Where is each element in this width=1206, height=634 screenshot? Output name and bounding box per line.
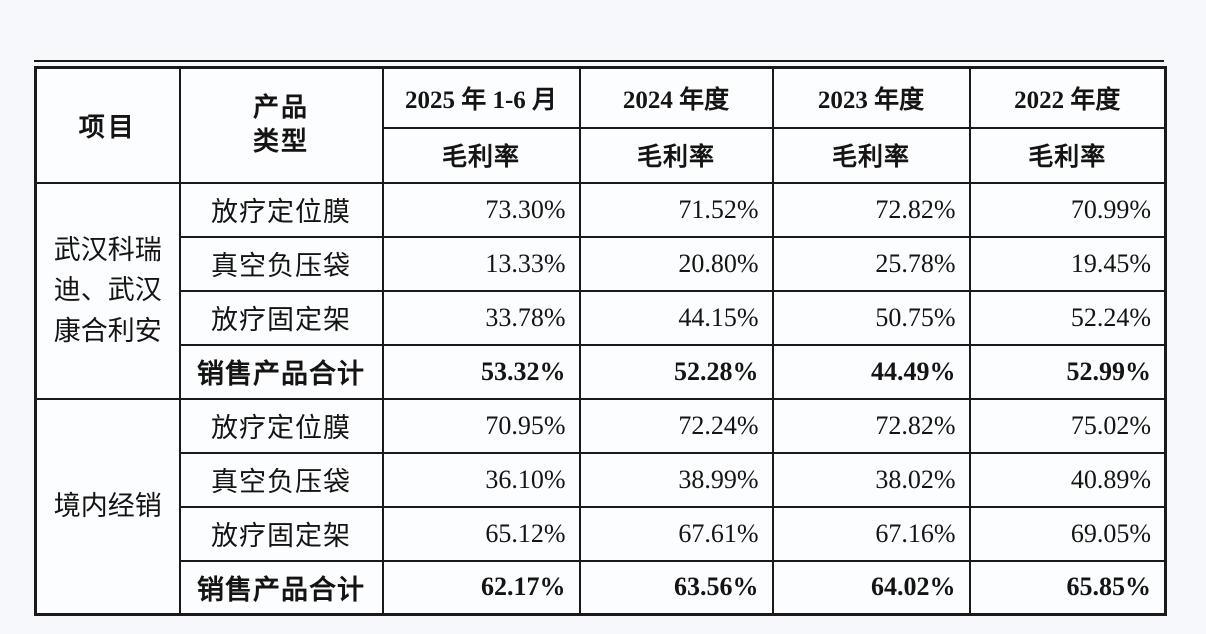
product-cell: 销售产品合计 <box>178 343 384 400</box>
value-cell: 20.80% <box>578 235 774 292</box>
value-cell: 75.02% <box>968 397 1167 454</box>
value-cell: 38.02% <box>771 451 971 508</box>
value-cell: 53.32% <box>381 343 581 400</box>
table-row: 真空负压袋 13.33% 20.80% 25.78% 19.45% <box>36 235 1167 292</box>
table-row-total: 销售产品合计 53.32% 52.28% 44.49% 52.99% <box>36 343 1167 400</box>
table-row: 真空负压袋 36.10% 38.99% 38.02% 40.89% <box>36 451 1167 508</box>
header-row-periods: 项目 产品 类型 2025 年 1-6 月 2024 年度 2023 年度 20… <box>34 66 1167 184</box>
table-row-total: 销售产品合计 62.17% 63.56% 64.02% 65.85% <box>36 559 1167 616</box>
gross-margin-table: 项目 产品 类型 2025 年 1-6 月 2024 年度 2023 年度 20… <box>34 66 1167 616</box>
value-cell: 70.99% <box>968 181 1167 238</box>
value-cell: 73.30% <box>381 181 581 238</box>
value-cell: 19.45% <box>968 235 1167 292</box>
value-cell: 63.56% <box>578 559 774 616</box>
header-period-2022: 2022 年度 <box>968 66 1167 129</box>
value-cell: 72.82% <box>771 397 971 454</box>
value-cell: 69.05% <box>968 505 1167 562</box>
table-anchor: 项目 产品 类型 2025 年 1-6 月 2024 年度 2023 年度 20… <box>34 60 1167 616</box>
header-product-type-line2: 类型 <box>252 127 309 157</box>
product-cell: 放疗定位膜 <box>178 181 384 238</box>
product-cell: 真空负压袋 <box>178 451 384 508</box>
table-row: 放疗固定架 65.12% 67.61% 67.16% 69.05% <box>36 505 1167 562</box>
value-cell: 72.82% <box>771 181 971 238</box>
value-cell: 64.02% <box>771 559 971 616</box>
product-cell: 销售产品合计 <box>178 559 384 616</box>
value-cell: 67.16% <box>771 505 971 562</box>
header-submetric-cell: 毛利率 <box>771 126 971 184</box>
value-cell: 67.61% <box>578 505 774 562</box>
header-row-submetric: 毛利率 毛利率 毛利率 毛利率 <box>36 126 1167 184</box>
header-item-cell: 项目 <box>34 66 181 184</box>
header-product-type-line1: 产品 <box>252 93 309 123</box>
value-cell: 70.95% <box>381 397 581 454</box>
value-cell: 44.15% <box>578 289 774 346</box>
table-row: 境内经销 放疗定位膜 70.95% 72.24% 72.82% 75.02% <box>34 397 1167 616</box>
value-cell: 36.10% <box>381 451 581 508</box>
value-cell: 62.17% <box>381 559 581 616</box>
value-cell: 25.78% <box>771 235 971 292</box>
value-cell: 33.78% <box>381 289 581 346</box>
header-product-type-cell: 产品 类型 <box>178 66 384 184</box>
header-submetric-cell: 毛利率 <box>381 126 581 184</box>
value-cell: 71.52% <box>578 181 774 238</box>
value-cell: 52.24% <box>968 289 1167 346</box>
product-cell: 放疗定位膜 <box>178 397 384 454</box>
header-period-2025h1: 2025 年 1-6 月 <box>381 66 581 129</box>
top-double-rule <box>34 60 1164 62</box>
table-row: 放疗固定架 33.78% 44.15% 50.75% 52.24% <box>36 289 1167 346</box>
header-period-2023: 2023 年度 <box>771 66 971 129</box>
value-cell: 72.24% <box>578 397 774 454</box>
value-cell: 38.99% <box>578 451 774 508</box>
value-cell: 40.89% <box>968 451 1167 508</box>
value-cell: 13.33% <box>381 235 581 292</box>
group-label-cell: 武汉科瑞迪、武汉康合利安 <box>34 181 181 400</box>
table-row: 武汉科瑞迪、武汉康合利安 放疗定位膜 73.30% 71.52% 72.82% … <box>34 181 1167 400</box>
product-cell: 放疗固定架 <box>178 289 384 346</box>
product-cell: 放疗固定架 <box>178 505 384 562</box>
value-cell: 52.99% <box>968 343 1167 400</box>
header-submetric-cell: 毛利率 <box>968 126 1167 184</box>
value-cell: 65.85% <box>968 559 1167 616</box>
value-cell: 52.28% <box>578 343 774 400</box>
group-label-cell: 境内经销 <box>34 397 181 616</box>
header-submetric-cell: 毛利率 <box>578 126 774 184</box>
value-cell: 50.75% <box>771 289 971 346</box>
product-cell: 真空负压袋 <box>178 235 384 292</box>
value-cell: 44.49% <box>771 343 971 400</box>
value-cell: 65.12% <box>381 505 581 562</box>
header-period-2024: 2024 年度 <box>578 66 774 129</box>
